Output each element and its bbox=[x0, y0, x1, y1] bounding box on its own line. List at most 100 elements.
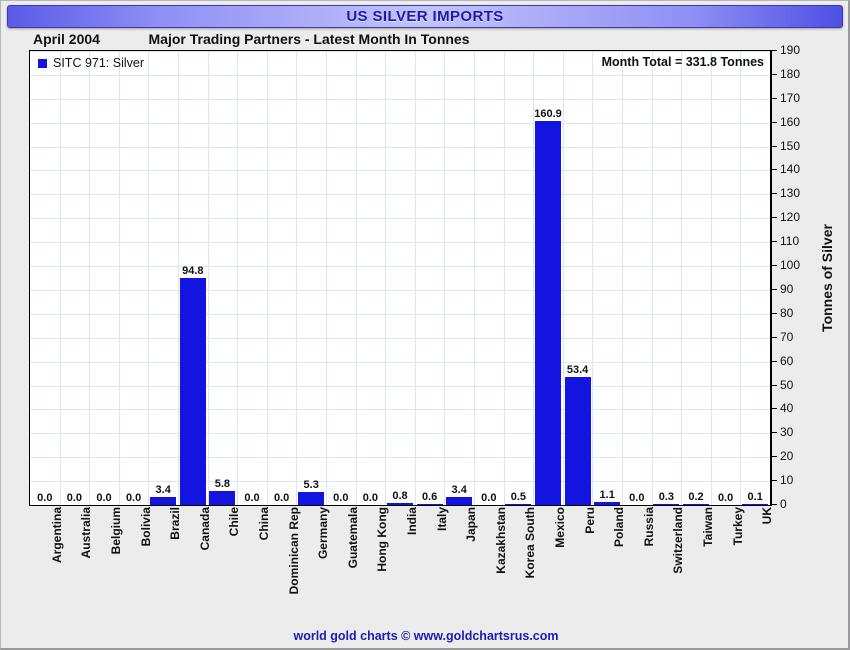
y-axis-tick bbox=[771, 288, 777, 290]
bar-value-label: 0.0 bbox=[273, 492, 290, 504]
bar-column[interactable]: 0.0 bbox=[474, 51, 504, 505]
grid-line-vertical bbox=[711, 51, 712, 505]
bar-column[interactable]: 0.0 bbox=[119, 51, 149, 505]
grid-line-vertical bbox=[415, 51, 416, 505]
x-axis-label: Hong Kong bbox=[375, 507, 390, 572]
y-axis-tick bbox=[771, 312, 777, 314]
bar-column[interactable]: 0.3 bbox=[652, 51, 682, 505]
x-axis-label: Mexico bbox=[553, 507, 567, 548]
bar-column[interactable]: 3.4 bbox=[148, 51, 178, 505]
bar[interactable] bbox=[298, 492, 325, 505]
x-axis-label: Brazil bbox=[168, 507, 183, 540]
bar-value-label: 5.3 bbox=[303, 479, 319, 492]
grid-line-horizontal bbox=[30, 409, 770, 411]
bar-column[interactable]: 160.9 bbox=[533, 51, 563, 505]
y-axis-tick-label: 50 bbox=[780, 377, 794, 392]
x-axis-label: Poland bbox=[612, 507, 627, 548]
bar-column[interactable]: 0.0 bbox=[267, 51, 297, 505]
grid-line-horizontal bbox=[30, 146, 770, 148]
legend-swatch-icon bbox=[38, 58, 47, 68]
x-axis-label: Germany bbox=[316, 507, 331, 560]
grid-line-horizontal bbox=[30, 242, 770, 244]
bar-value-label: 0.3 bbox=[658, 490, 675, 503]
y-axis-tick-label: 70 bbox=[780, 329, 794, 344]
bar[interactable] bbox=[209, 491, 236, 505]
bar-column[interactable]: 3.4 bbox=[444, 51, 474, 505]
grid-line-horizontal bbox=[30, 218, 770, 220]
x-axis-label: India bbox=[405, 507, 419, 536]
bar[interactable] bbox=[564, 377, 591, 505]
bar[interactable] bbox=[150, 496, 177, 505]
x-axis-label: Turkey bbox=[730, 507, 745, 546]
grid-line-horizontal bbox=[30, 74, 770, 76]
y-axis-tick-label: 30 bbox=[780, 425, 794, 440]
bar-column[interactable]: 0.0 bbox=[89, 51, 119, 505]
x-axis-label: Belgium bbox=[109, 507, 123, 555]
y-axis-tick-label: 150 bbox=[780, 138, 801, 153]
bar[interactable] bbox=[682, 503, 709, 505]
bar-column[interactable]: 0.2 bbox=[681, 51, 711, 505]
y-axis-tick bbox=[771, 97, 777, 99]
x-axis-label: Switzerland bbox=[671, 507, 686, 574]
y-axis-tick-label: 180 bbox=[780, 66, 801, 81]
bar[interactable] bbox=[594, 502, 621, 505]
bar[interactable] bbox=[534, 120, 561, 505]
grid-line-vertical bbox=[119, 51, 120, 505]
bar-value-label: 0.0 bbox=[66, 492, 83, 504]
bar-value-label: 94.8 bbox=[182, 265, 204, 278]
bar-column[interactable]: 0.0 bbox=[326, 51, 356, 505]
grid-line-horizontal bbox=[30, 266, 770, 268]
grid-line-horizontal bbox=[30, 433, 770, 435]
y-axis-tick-label: 80 bbox=[780, 305, 794, 320]
bar-value-label: 0.0 bbox=[333, 492, 349, 504]
y-axis-tick bbox=[771, 360, 777, 362]
y-axis-tick bbox=[771, 217, 777, 219]
y-axis-tick bbox=[771, 50, 777, 51]
y-axis: 0 10 20 30 40 50 60 70 80 90 100 110 120 130 140 150 160… bbox=[771, 43, 817, 511]
bar-column[interactable]: 0.0 bbox=[60, 51, 90, 505]
legend-label: SITC 971: Silver bbox=[53, 56, 145, 70]
y-axis-tick bbox=[771, 408, 777, 410]
bar-column[interactable]: 5.3 bbox=[296, 51, 326, 505]
grid-line-vertical bbox=[533, 51, 534, 505]
grid-line-vertical bbox=[504, 51, 505, 505]
x-axis-label: Argentina bbox=[49, 507, 64, 564]
grid-lines bbox=[30, 51, 770, 505]
chart-period-label: April 2004 bbox=[33, 31, 100, 47]
bar[interactable] bbox=[505, 503, 532, 505]
bar-column[interactable]: 0.5 bbox=[504, 51, 534, 505]
bar-value-label: 0.6 bbox=[421, 490, 438, 503]
bar-column[interactable]: 0.8 bbox=[385, 51, 415, 505]
y-axis-tick bbox=[771, 169, 777, 171]
x-axis-label: Russia bbox=[641, 507, 656, 547]
grid-line-vertical bbox=[740, 51, 741, 505]
bar-value-label: 3.4 bbox=[155, 483, 171, 496]
bar-column[interactable]: 0.0 bbox=[237, 51, 267, 505]
grid-line-vertical bbox=[563, 51, 564, 505]
bar[interactable] bbox=[742, 503, 769, 505]
bar-column[interactable]: 0.0 bbox=[711, 51, 741, 505]
bar[interactable] bbox=[446, 496, 473, 505]
bar-column[interactable]: 1.1 bbox=[592, 51, 622, 505]
bar-column[interactable]: 0.1 bbox=[740, 51, 770, 505]
bar[interactable] bbox=[416, 503, 443, 505]
bar-column[interactable]: 5.8 bbox=[208, 51, 238, 505]
y-axis-tick bbox=[771, 73, 777, 75]
bar[interactable] bbox=[179, 278, 206, 505]
bar-value-label: 1.1 bbox=[599, 489, 615, 502]
x-axis-label: Chile bbox=[227, 507, 242, 537]
bar-column[interactable]: 0.0 bbox=[622, 51, 652, 505]
grid-line-vertical bbox=[326, 51, 327, 505]
grid-line-horizontal bbox=[30, 313, 770, 315]
bar-column[interactable]: 0.6 bbox=[415, 51, 445, 505]
bar-column[interactable]: 53.4 bbox=[563, 51, 593, 505]
bar[interactable] bbox=[386, 503, 413, 505]
bar-column[interactable]: 0.0 bbox=[356, 51, 386, 505]
window-title: US SILVER IMPORTS bbox=[346, 8, 504, 25]
month-total-annotation: Month Total = 331.8 Tonnes bbox=[601, 55, 764, 69]
bar[interactable] bbox=[653, 503, 680, 505]
bar-column[interactable]: 0.0 bbox=[30, 51, 60, 505]
bar-column[interactable]: 94.8 bbox=[178, 51, 208, 505]
grid-line-horizontal bbox=[30, 337, 770, 339]
